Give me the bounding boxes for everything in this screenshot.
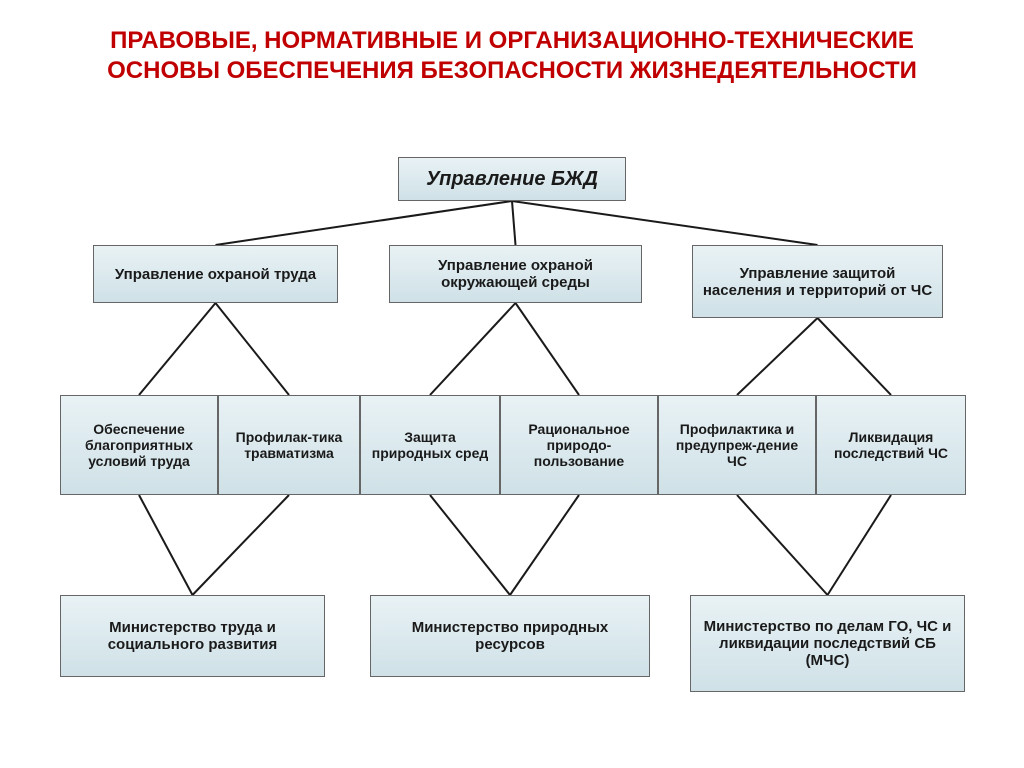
node-a1: Управление охраной труда: [93, 245, 338, 303]
node-b4: Рациональное природо-пользование: [500, 395, 658, 495]
node-c3: Министерство по делам ГО, ЧС и ликвидаци…: [690, 595, 965, 692]
node-b6: Ликвидация последствий ЧС: [816, 395, 966, 495]
node-b1: Обеспечение благоприятных условий труда: [60, 395, 218, 495]
node-a2: Управление охраной окружающей среды: [389, 245, 642, 303]
diagram-title: ПРАВОВЫЕ, НОРМАТИВНЫЕ И ОРГАНИЗАЦИОННО-Т…: [52, 26, 972, 86]
node-c1: Министерство труда и социального развити…: [60, 595, 325, 677]
node-b2: Профилак-тика травматизма: [218, 395, 360, 495]
node-a3: Управление защитой населения и территори…: [692, 245, 943, 318]
node-b5: Профилактика и предупреж-дение ЧС: [658, 395, 816, 495]
node-b3: Защита природных сред: [360, 395, 500, 495]
node-c2: Министерство природных ресурсов: [370, 595, 650, 677]
diagram-canvas: ПРАВОВЫЕ, НОРМАТИВНЫЕ И ОРГАНИЗАЦИОННО-Т…: [0, 0, 1024, 768]
node-root: Управление БЖД: [398, 157, 626, 201]
